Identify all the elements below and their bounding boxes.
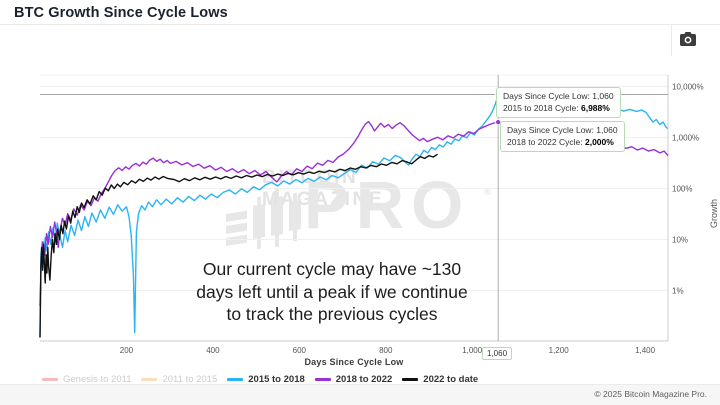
legend-dash-icon <box>227 378 244 381</box>
x-tick-label: 600 <box>293 346 307 355</box>
tooltip-line: Days Since Cycle Low: 1,060 <box>507 125 618 135</box>
tooltip-2018-2022: Days Since Cycle Low: 1,060 2018 to 2022… <box>500 121 625 152</box>
legend-label: 2022 to date <box>423 374 479 385</box>
x-tick-label: 400 <box>206 346 220 355</box>
y-tick-label: 100% <box>672 185 692 194</box>
legend-dash-icon <box>314 378 331 381</box>
legend-item-2018-to-2022[interactable]: 2018 to 2022 <box>314 374 393 385</box>
bmp-logo-icon <box>226 182 314 261</box>
legend-item-2022-to-date[interactable]: 2022 to date <box>402 374 478 385</box>
legend-label: Genesis to 2011 <box>63 374 132 385</box>
legend-item-2011-to-2015[interactable]: 2011 to 2015 <box>141 374 217 385</box>
legend-dash-icon <box>42 378 58 381</box>
camera-button[interactable] <box>678 31 698 49</box>
annotation-text: Our current cycle may have ~130 days lef… <box>128 258 536 326</box>
annotation-line: days left until a peak if we continue <box>196 281 468 302</box>
y-tick-label: 10,000% <box>672 83 704 92</box>
x-tick-label: 1,000 <box>462 346 483 355</box>
camera-icon <box>680 31 696 49</box>
annotation-line: Our current cycle may have ~130 <box>202 259 462 279</box>
footer: © 2025 Bitcoin Magazine Pro. <box>0 384 720 405</box>
y-tick-label: 1% <box>672 287 684 296</box>
y-tick-label: 10% <box>672 236 688 245</box>
annotation-line: to track the previous cycles <box>226 304 438 324</box>
legend-dash-icon <box>402 378 419 381</box>
tooltip-line: 2018 to 2022 Cycle: 2,000% <box>507 136 614 147</box>
watermark-pro-text: PRO <box>304 168 471 243</box>
x-axis-title: Days Since Cycle Low <box>304 357 404 367</box>
title-bar: BTC Growth Since Cycle Lows <box>0 0 720 25</box>
x-tick-label: 200 <box>120 346 134 355</box>
tooltip-2015-2018: Days Since Cycle Low: 1,060 2015 to 2018… <box>496 87 621 118</box>
registered-mark-icon: ® <box>484 187 491 197</box>
legend-item-2015-to-2018[interactable]: 2015 to 2018 <box>227 374 305 385</box>
chart-area: BITCOIN MAGAZINE PRO ® 10,000% 1,000% 100%… <box>0 56 720 383</box>
toolbar-divider <box>671 25 672 56</box>
page-title: BTC Growth Since Cycle Lows <box>14 5 228 21</box>
legend: Genesis to 2011 2011 to 2015 2015 to 201… <box>42 374 478 385</box>
x-tick-label: 1,200 <box>549 346 570 355</box>
legend-label: 2015 to 2018 <box>248 374 305 385</box>
series-line-2022-to-date <box>39 153 438 338</box>
y-tick-label: 1,000% <box>672 134 699 143</box>
copyright-text: © 2025 Bitcoin Magazine Pro. <box>594 389 707 399</box>
x-tick-label: 800 <box>379 346 393 355</box>
legend-label: 2018 to 2022 <box>335 374 393 385</box>
tooltip-line: Days Since Cycle Low: 1,060 <box>503 91 614 101</box>
crosshair-x-label: 1,060 <box>482 347 513 360</box>
toolbar <box>0 25 720 57</box>
legend-item-genesis-to-2011[interactable]: Genesis to 2011 <box>42 374 131 385</box>
x-tick-label: 1,400 <box>635 346 656 355</box>
legend-dash-icon <box>141 378 158 381</box>
legend-label: 2011 to 2015 <box>162 374 218 385</box>
tooltip-line: 2015 to 2018 Cycle: 6,988% <box>503 102 610 113</box>
